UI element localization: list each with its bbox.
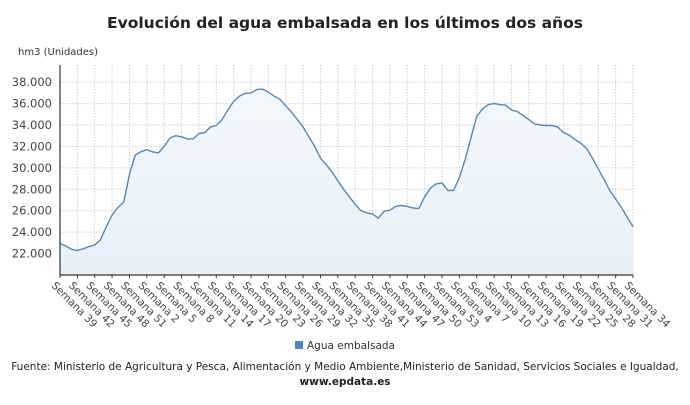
y-axis-label: hm3 (Unidades) — [18, 47, 99, 58]
y-tick-label: 38.000 — [12, 75, 52, 89]
legend: Agua embalsada — [0, 340, 690, 352]
y-tick-label: 22.000 — [12, 247, 52, 261]
y-tick-label: 30.000 — [12, 161, 52, 175]
y-tick-label: 28.000 — [12, 182, 52, 196]
chart-title: Evolución del agua embalsada en los últi… — [107, 14, 583, 32]
y-tick-label: 24.000 — [12, 225, 52, 239]
y-tick-label: 34.000 — [12, 118, 52, 132]
series-line — [59, 88, 634, 252]
y-tick-label: 26.000 — [12, 204, 52, 218]
source-text: Fuente: Ministerio de Agricultura y Pesc… — [11, 361, 679, 373]
source-note: Fuente: Ministerio de Agricultura y Pesc… — [0, 360, 690, 390]
series-area — [60, 89, 633, 275]
y-tick-label: 36.000 — [12, 97, 52, 111]
source-website[interactable]: www.epdata.es — [299, 376, 391, 388]
legend-label: Agua embalsada — [307, 340, 395, 352]
legend-swatch — [295, 341, 303, 349]
y-tick-label: 32.000 — [12, 139, 52, 153]
